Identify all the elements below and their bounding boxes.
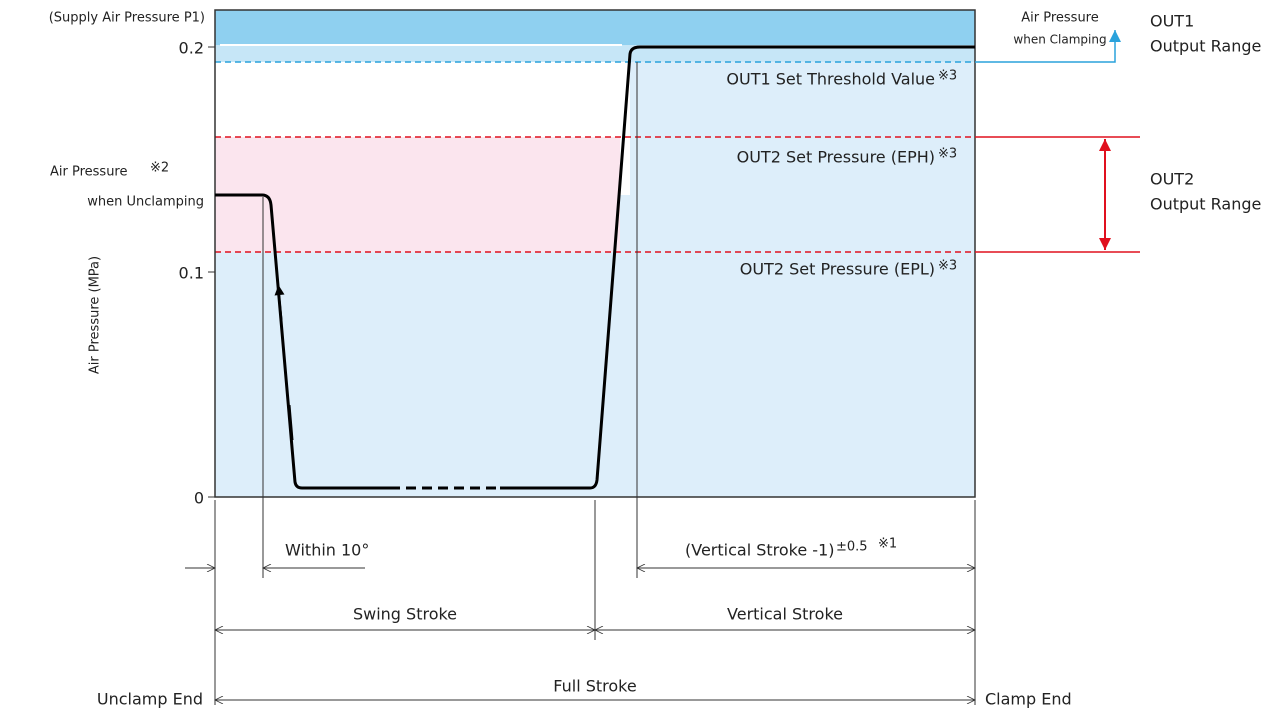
label: Within 10° bbox=[285, 541, 369, 560]
label: OUT2 Set Pressure (EPH) bbox=[737, 148, 935, 167]
flow-arrows bbox=[279, 46, 950, 489]
label: OUT2 bbox=[1150, 170, 1194, 189]
tick-label: 0.2 bbox=[179, 39, 204, 58]
supply-label: (Supply Air Pressure P1) bbox=[49, 11, 205, 26]
curve bbox=[500, 45, 975, 490]
label: Vertical Stroke bbox=[727, 605, 843, 624]
supply-band bbox=[215, 10, 975, 45]
label: (Vertical Stroke -1) bbox=[685, 541, 834, 560]
note: ※3 bbox=[938, 259, 957, 274]
note: ※3 bbox=[938, 147, 957, 162]
clamp-zone bbox=[630, 62, 975, 497]
label: Output Range bbox=[1150, 37, 1261, 56]
dimension-arrows bbox=[185, 568, 975, 700]
label: Air Pressure bbox=[50, 165, 128, 180]
label: Unclamp End bbox=[97, 690, 203, 709]
label: OUT2 Set Pressure (EPL) bbox=[740, 260, 935, 279]
out2-zone bbox=[215, 137, 620, 252]
extension-lines bbox=[214, 62, 976, 705]
label: ±0.5 bbox=[836, 540, 868, 555]
label: OUT1 Set Threshold Value bbox=[726, 70, 935, 89]
y-label: Air Pressure (MPa) bbox=[88, 256, 103, 374]
label: Swing Stroke bbox=[353, 605, 457, 624]
note: ※3 bbox=[938, 69, 957, 84]
label: when Clamping bbox=[1013, 33, 1106, 47]
label: Clamp End bbox=[985, 690, 1072, 709]
label: Air Pressure bbox=[1021, 11, 1099, 26]
tick-label: 0.1 bbox=[179, 264, 204, 283]
curve bbox=[215, 193, 390, 490]
tick-label: 0 bbox=[194, 489, 204, 508]
note: ※2 bbox=[150, 161, 169, 176]
label: when Unclamping bbox=[87, 195, 204, 210]
label: Output Range bbox=[1150, 195, 1261, 214]
label: Full Stroke bbox=[553, 677, 636, 696]
plot-frame bbox=[214, 9, 976, 498]
out1-band bbox=[215, 45, 975, 62]
out1-arrow bbox=[975, 30, 1121, 63]
label: OUT1 bbox=[1150, 12, 1194, 31]
note: ※1 bbox=[878, 537, 897, 552]
